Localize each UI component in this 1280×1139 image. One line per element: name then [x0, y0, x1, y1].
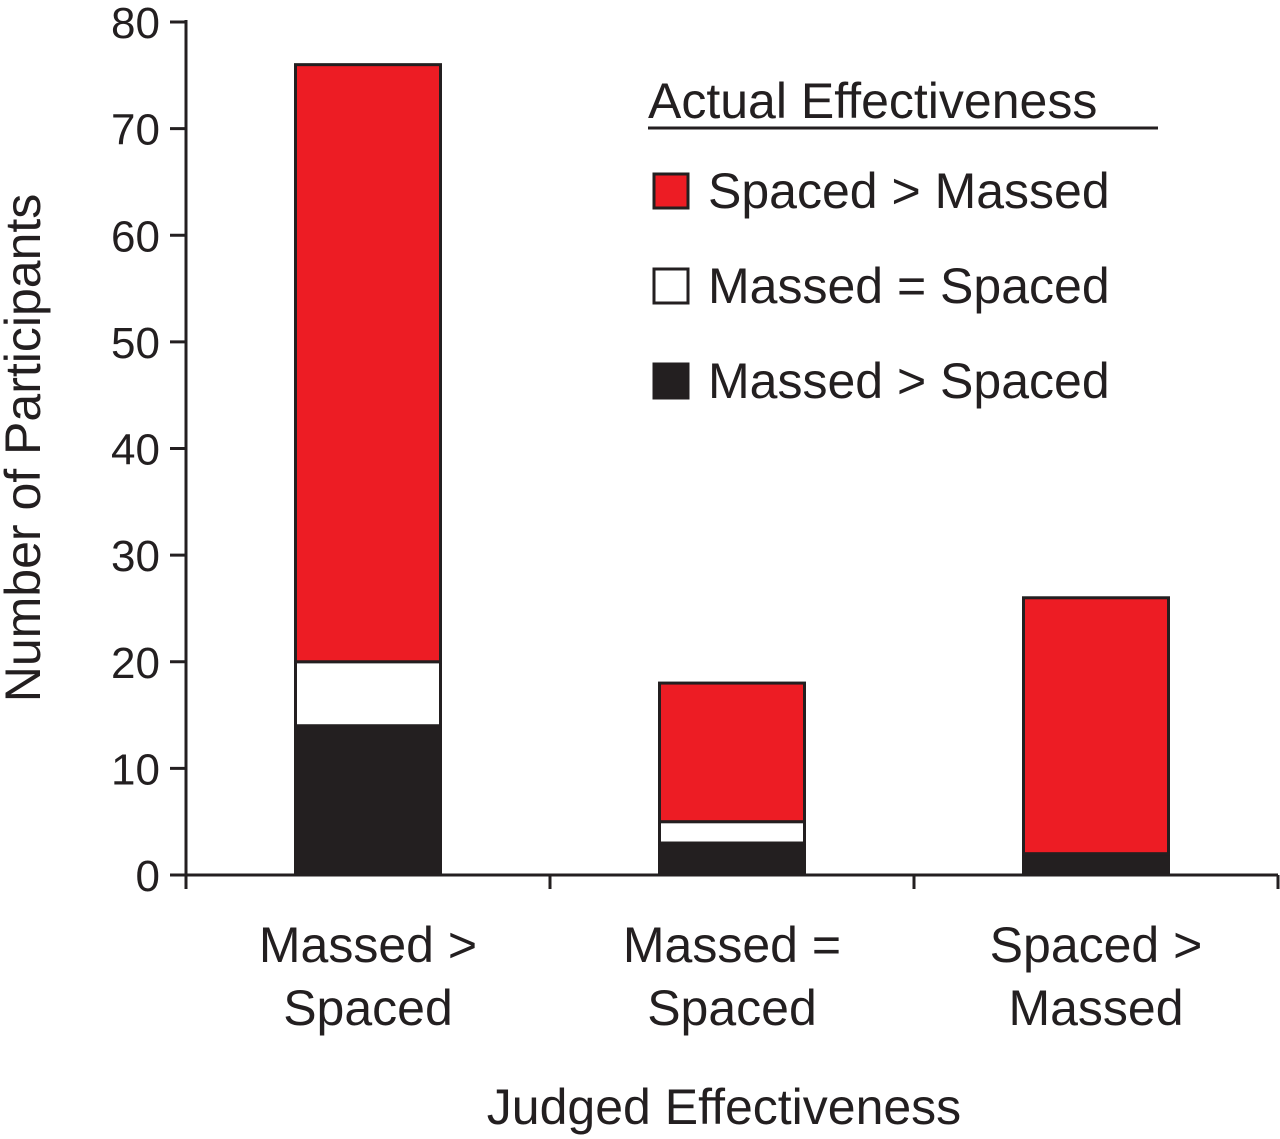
legend-label-2: Massed = Spaced	[708, 258, 1110, 314]
bar-segment-3-series-3	[1022, 596, 1170, 856]
x-category-label-2-line-2: Spaced	[647, 980, 817, 1036]
legend-items: Spaced > Massed Massed = Spaced Massed > S…	[652, 163, 1110, 409]
bar-segment-1-series-2	[294, 660, 442, 728]
bars-layer	[294, 63, 1170, 877]
y-tick-label-70: 70	[111, 106, 160, 155]
bar-segment-3-series-1	[1022, 852, 1170, 877]
y-tick-label-40: 40	[111, 426, 160, 475]
legend-label-3: Massed > Spaced	[708, 353, 1110, 409]
bar-segment-2-series-3	[658, 681, 806, 824]
x-category-label-1-line-2: Spaced	[283, 980, 453, 1036]
x-category-label-1: Massed > Spaced	[259, 917, 477, 1036]
legend-swatch-3	[652, 362, 690, 400]
y-tick-label-20: 20	[111, 639, 160, 688]
legend-swatch-1	[652, 172, 690, 210]
y-tick-label-0: 0	[136, 852, 160, 901]
y-tick-label-60: 60	[111, 212, 160, 261]
bar-segment-2-series-2	[658, 820, 806, 845]
legend: Actual Effectiveness Spaced > Massed Mass…	[648, 73, 1158, 409]
x-category-label-3-line-1: Spaced >	[990, 917, 1203, 973]
y-tick-label-50: 50	[111, 319, 160, 368]
x-axis-title: Judged Effectiveness	[487, 1079, 961, 1135]
legend-title: Actual Effectiveness	[648, 73, 1097, 129]
x-category-label-2-line-1: Massed =	[623, 917, 841, 973]
bar-segment-1-series-3	[294, 63, 442, 664]
legend-label-1: Spaced > Massed	[708, 163, 1110, 219]
legend-swatch-2	[652, 267, 690, 305]
x-category-label-3-line-2: Massed	[1008, 980, 1183, 1036]
bar-segment-1-series-1	[294, 724, 442, 877]
x-category-label-2: Massed = Spaced	[623, 917, 841, 1036]
axes-layer: 0 10 20 30 40 50 60 70 80 Massed > Spaced Massed = S…	[111, 0, 1280, 1036]
x-category-label-3: Spaced > Massed	[990, 917, 1203, 1036]
x-category-label-1-line-1: Massed >	[259, 917, 477, 973]
y-tick-label-80: 80	[111, 0, 160, 48]
y-axis-title: Number of Participants	[0, 194, 51, 703]
y-tick-label-30: 30	[111, 532, 160, 581]
bar-segment-2-series-1	[658, 841, 806, 877]
y-tick-label-10: 10	[111, 745, 160, 794]
